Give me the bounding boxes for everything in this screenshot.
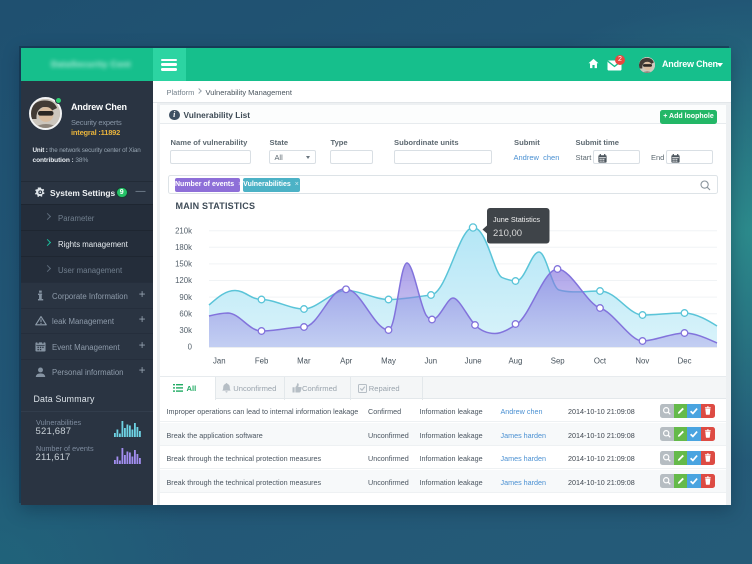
svg-text:Feb: Feb bbox=[255, 357, 269, 366]
svg-text:150k: 150k bbox=[175, 260, 192, 269]
svg-text:Apr: Apr bbox=[340, 357, 353, 366]
svg-text:30k: 30k bbox=[179, 326, 192, 335]
svg-text:210k: 210k bbox=[175, 226, 192, 235]
svg-text:Aug: Aug bbox=[508, 357, 522, 366]
svg-text:June: June bbox=[465, 357, 482, 366]
svg-text:180k: 180k bbox=[175, 243, 192, 252]
svg-text:Jan: Jan bbox=[213, 357, 226, 366]
svg-text:Nov: Nov bbox=[635, 357, 649, 366]
svg-text:June Statistics: June Statistics bbox=[493, 215, 540, 224]
svg-text:60k: 60k bbox=[179, 310, 192, 319]
svg-text:Jun: Jun bbox=[425, 357, 438, 366]
svg-text:0: 0 bbox=[188, 343, 193, 352]
svg-text:Sep: Sep bbox=[551, 357, 566, 366]
svg-text:210,00: 210,00 bbox=[493, 228, 522, 239]
svg-text:Dec: Dec bbox=[678, 357, 692, 366]
svg-text:Oct: Oct bbox=[594, 357, 607, 366]
svg-text:May: May bbox=[381, 357, 396, 366]
svg-text:120k: 120k bbox=[175, 276, 192, 285]
svg-text:Mar: Mar bbox=[297, 357, 311, 366]
svg-text:90k: 90k bbox=[179, 293, 192, 302]
